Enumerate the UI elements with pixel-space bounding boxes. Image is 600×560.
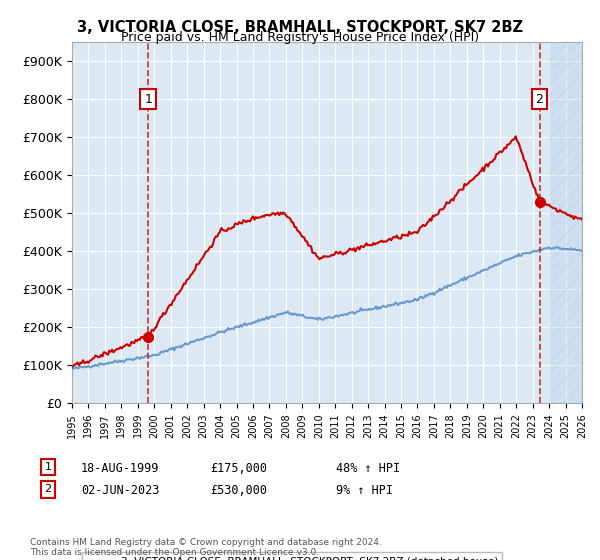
- Text: 1: 1: [44, 462, 52, 472]
- Text: £530,000: £530,000: [210, 484, 267, 497]
- Text: £175,000: £175,000: [210, 462, 267, 475]
- Text: 18-AUG-1999: 18-AUG-1999: [81, 462, 160, 475]
- Text: 02-JUN-2023: 02-JUN-2023: [81, 484, 160, 497]
- Text: 2: 2: [536, 92, 544, 105]
- Text: 1: 1: [144, 92, 152, 105]
- Text: Price paid vs. HM Land Registry's House Price Index (HPI): Price paid vs. HM Land Registry's House …: [121, 31, 479, 44]
- Legend: 3, VICTORIA CLOSE, BRAMHALL, STOCKPORT, SK7 2BZ (detached house), HPI: Average p: 3, VICTORIA CLOSE, BRAMHALL, STOCKPORT, …: [82, 552, 502, 560]
- Text: 2: 2: [44, 484, 52, 494]
- Text: Contains HM Land Registry data © Crown copyright and database right 2024.
This d: Contains HM Land Registry data © Crown c…: [30, 538, 382, 557]
- Text: 48% ↑ HPI: 48% ↑ HPI: [336, 462, 400, 475]
- Bar: [549, 42, 582, 403]
- Text: 3, VICTORIA CLOSE, BRAMHALL, STOCKPORT, SK7 2BZ: 3, VICTORIA CLOSE, BRAMHALL, STOCKPORT, …: [77, 20, 523, 35]
- Text: 9% ↑ HPI: 9% ↑ HPI: [336, 484, 393, 497]
